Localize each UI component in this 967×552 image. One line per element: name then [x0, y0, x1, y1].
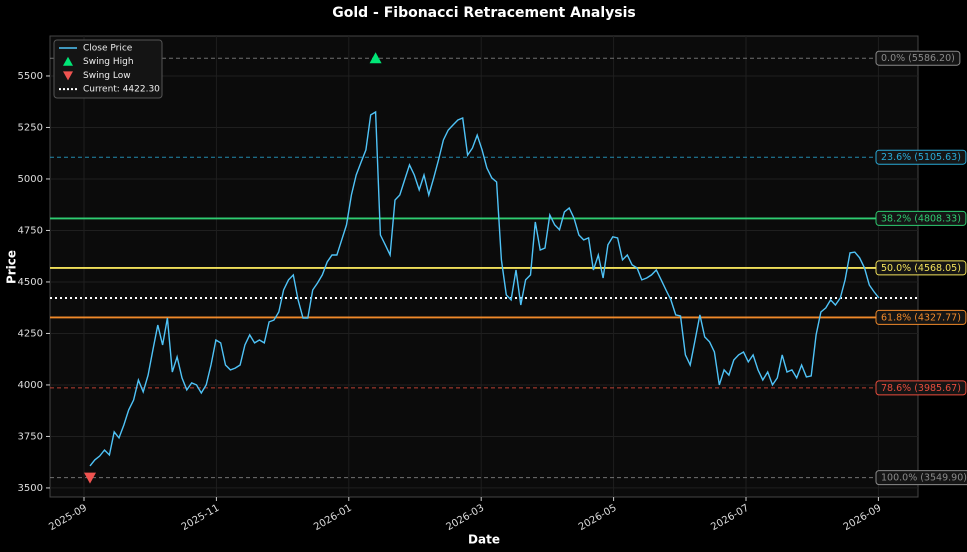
- fib-label-box: [875, 210, 967, 226]
- fib-label: 0.0% (5586.20): [881, 53, 955, 64]
- chart-title: Gold - Fibonacci Retracement Analysis: [332, 5, 636, 21]
- fib-label-box: [875, 470, 967, 486]
- legend-label: Close Price: [83, 44, 133, 54]
- y-tick-label: 4500: [18, 277, 43, 288]
- swing-low-marker: [84, 472, 96, 484]
- fib-label-box: [875, 50, 961, 66]
- price-line: [89, 110, 880, 467]
- legend-box: [53, 39, 163, 99]
- legend-marker: [63, 71, 73, 81]
- y-tick-label: 4750: [18, 225, 43, 236]
- legend-label: Current: 4422.30: [83, 85, 160, 95]
- y-tick-label: 5250: [18, 122, 43, 133]
- fib-label: 61.8% (4327.77): [881, 312, 961, 323]
- fib-label: 23.6% (5105.63): [881, 152, 961, 163]
- fib-label-box: [875, 149, 967, 165]
- y-tick-label: 5500: [18, 71, 43, 82]
- fib-label: 50.0% (4568.05): [881, 263, 961, 274]
- fib-label: 38.2% (4808.33): [881, 213, 961, 224]
- swing-high-marker: [369, 52, 382, 64]
- y-tick-label: 5000: [18, 174, 43, 185]
- fib-label: 78.6% (3985.67): [881, 383, 961, 394]
- legend-label: Swing Low: [83, 71, 131, 81]
- fib-label: 100.0% (3549.90): [881, 473, 967, 484]
- legend-label: Swing High: [83, 57, 134, 67]
- y-tick-label: 4250: [18, 328, 43, 339]
- plot-area: [49, 35, 919, 498]
- fib-label-box: [875, 309, 967, 325]
- y-axis-label: Price: [5, 250, 19, 284]
- y-tick-label: 4000: [18, 380, 43, 391]
- fib-label-box: [875, 260, 967, 276]
- y-tick-label: 3750: [18, 431, 43, 442]
- legend-marker: [63, 56, 73, 66]
- fib-label-box: [875, 380, 967, 396]
- x-axis-label: Date: [468, 533, 500, 547]
- y-tick-label: 3500: [18, 483, 43, 494]
